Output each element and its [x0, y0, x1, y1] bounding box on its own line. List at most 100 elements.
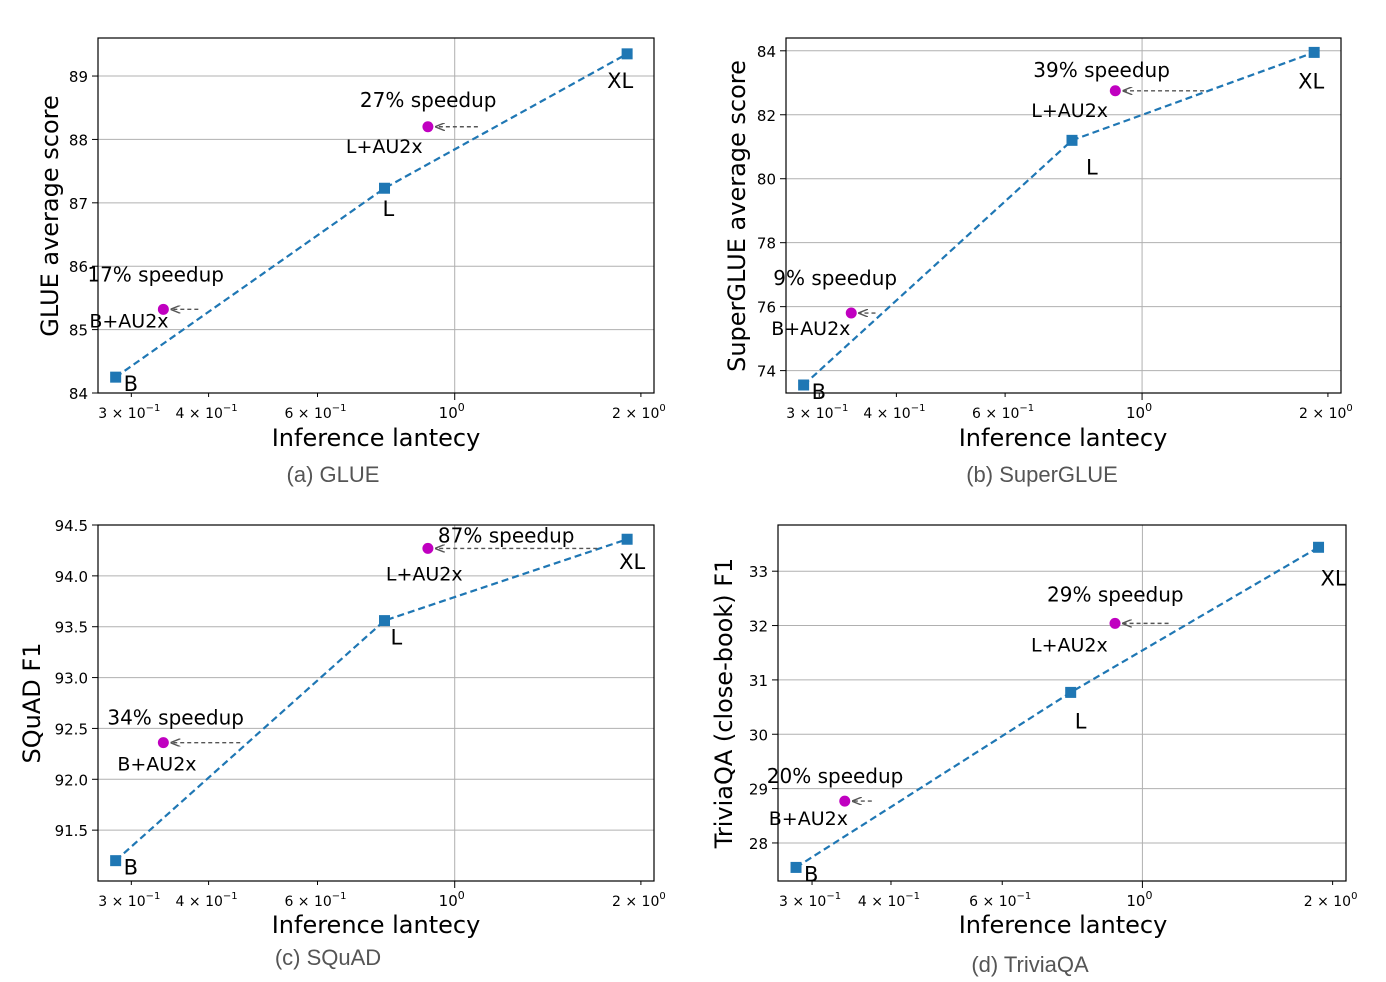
y-axis-label: TriviaQA (close-book) F1 [710, 558, 738, 850]
y-tick-label: 31 [749, 672, 768, 690]
point-label-b-au2x: B+AU2x [769, 808, 848, 830]
x-tick-exponent: 0 [1145, 889, 1152, 902]
y-tick-label: 28 [749, 835, 768, 853]
x-tick-exponent: −1 [146, 403, 161, 414]
baseline-point-b [110, 855, 122, 867]
chart-panel-3: 91.5 92.0 92.5 93.0 93.5 94.0 94.5 100 3 × 10−1 4… [18, 517, 666, 970]
chart-panel-4: 28 29 30 31 32 33 100 3 × 10−1 4 × 10−1 6 × 10−1 2… [710, 524, 1357, 977]
x-tick-exponent: −1 [332, 403, 347, 414]
au2x-point-b-au2x [845, 307, 857, 319]
y-tick-label: 32 [749, 618, 768, 636]
baseline-point-l [379, 615, 391, 627]
x-tick-exponent: 0 [659, 891, 665, 902]
x-tick-label: 3 × 10−1 [98, 891, 160, 910]
au2x-point-l-au2x [422, 542, 434, 554]
baseline-point-l [379, 182, 391, 194]
x-tick-label: 100 [1126, 889, 1152, 910]
x-tick-exponent: −1 [911, 403, 926, 414]
speedup-annotation: 17% speedup [87, 262, 224, 286]
y-tick-label: 93.0 [55, 670, 88, 688]
x-tick-label: 3 × 10−1 [98, 403, 160, 422]
point-label-b-au2x: B+AU2x [89, 310, 168, 332]
x-tick-label: 6 × 10−1 [284, 891, 346, 910]
x-tick-label: 6 × 10−1 [284, 403, 346, 422]
y-tick-label: 78 [757, 235, 776, 253]
point-label-l: L [383, 197, 395, 221]
x-tick-label: 3 × 10−1 [786, 403, 848, 422]
point-label-l-au2x: L+AU2x [1031, 100, 1108, 122]
speedup-annotation: 39% speedup [1033, 58, 1170, 82]
x-tick-exponent: −1 [826, 891, 841, 902]
y-tick-label: 76 [757, 299, 776, 317]
y-tick-label: 33 [749, 563, 768, 581]
baseline-point-l [1065, 686, 1077, 698]
x-axis-label: Inference lantecy [959, 424, 1168, 452]
y-tick-label: 92.5 [55, 720, 88, 738]
speedup-annotation: 29% speedup [1047, 582, 1184, 606]
x-tick-exponent: −1 [834, 403, 849, 414]
y-axis-label: SuperGLUE average score [723, 60, 751, 372]
x-tick-label: 6 × 10−1 [972, 403, 1034, 422]
x-tick-label: 4 × 10−1 [858, 891, 920, 910]
point-label-b-au2x: B+AU2x [117, 754, 196, 776]
y-tick-label: 29 [749, 781, 768, 799]
point-label-l-au2x: L+AU2x [346, 136, 423, 158]
x-tick-label: 2 × 100 [612, 891, 666, 910]
y-tick-label: 93.5 [55, 619, 88, 637]
y-tick-label: 87 [69, 195, 88, 213]
baseline-trend-line [114, 538, 628, 862]
y-tick-label: 89 [69, 68, 88, 86]
au2x-point-l-au2x [1109, 617, 1121, 629]
y-tick-label: 94.0 [55, 568, 88, 586]
x-tick-exponent: −1 [332, 891, 347, 902]
x-tick-exponent: 0 [1346, 403, 1352, 414]
x-tick-label: 4 × 10−1 [863, 403, 925, 422]
panel-caption: (b) SuperGLUE [966, 462, 1118, 487]
x-tick-exponent: 0 [659, 403, 665, 414]
au2x-point-b-au2x [839, 795, 851, 807]
panel-caption: (d) TriviaQA [971, 952, 1089, 977]
x-tick-exponent: 0 [458, 401, 465, 414]
speedup-annotation: 9% speedup [773, 266, 897, 290]
y-axis-label: GLUE average score [36, 95, 64, 337]
y-tick-label: 74 [757, 363, 776, 381]
point-label-l-au2x: L+AU2x [1031, 634, 1108, 656]
point-label-l: L [1086, 155, 1098, 179]
x-tick-label: 2 × 100 [1299, 403, 1353, 422]
chart-panel-2: 74 76 78 80 82 84 100 3 × 10−1 4 × 10−1 6 × 10−1 2… [723, 37, 1353, 487]
y-tick-label: 86 [69, 258, 88, 276]
axes-frame [785, 37, 1342, 394]
y-tick-label: 84 [69, 385, 88, 403]
x-tick-label: 100 [439, 889, 465, 910]
baseline-point-xl [621, 48, 633, 60]
point-label-xl: XL [1321, 566, 1347, 590]
chart-panel-1: 84 85 86 87 88 89 100 3 × 10−1 4 × 10−1 6 × 10−1 2… [36, 37, 666, 487]
x-tick-exponent: −1 [1019, 403, 1034, 414]
axes-frame [97, 37, 655, 394]
panel-caption: (a) GLUE [287, 462, 380, 487]
x-tick-label: 4 × 10−1 [176, 891, 238, 910]
x-axis-label: Inference lantecy [272, 424, 481, 452]
y-tick-label: 91.5 [55, 822, 88, 840]
y-tick-label: 82 [757, 107, 776, 125]
y-tick-label: 80 [757, 171, 776, 189]
baseline-point-b [790, 861, 802, 873]
x-axis-label: Inference lantecy [959, 911, 1168, 939]
baseline-point-b [798, 379, 810, 391]
au2x-point-l-au2x [1109, 85, 1121, 97]
y-tick-label: 94.5 [55, 517, 88, 535]
x-axis-label: Inference lantecy [272, 911, 481, 939]
x-tick-label: 2 × 100 [612, 403, 666, 422]
point-label-b: B [124, 372, 138, 396]
axes-frame [97, 524, 655, 882]
y-tick-label: 84 [757, 43, 776, 61]
speedup-annotation: 20% speedup [767, 764, 904, 788]
x-tick-exponent: 0 [1351, 891, 1357, 902]
x-tick-exponent: −1 [146, 891, 161, 902]
x-tick-exponent: −1 [223, 891, 238, 902]
point-label-l: L [1075, 709, 1087, 733]
x-tick-exponent: −1 [905, 891, 920, 902]
au2x-point-b-au2x [157, 303, 169, 315]
x-tick-label: 100 [1126, 401, 1152, 422]
